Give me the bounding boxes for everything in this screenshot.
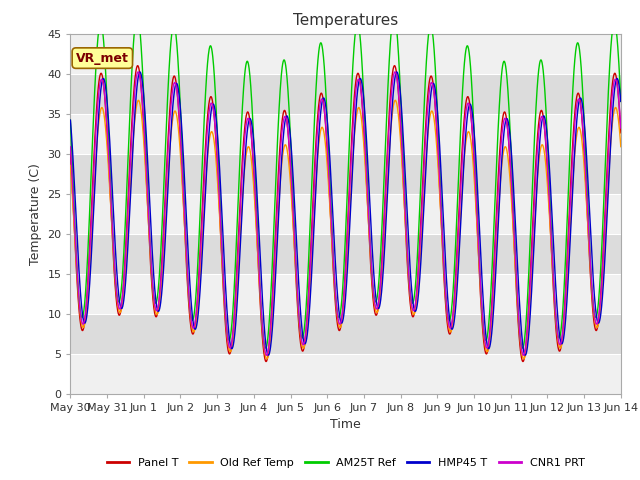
HMP45 T [601, 252, 609, 257]
CNR1 PRT [95, 93, 102, 98]
Old Ref Temp [335, 320, 342, 325]
CNR1 PRT [617, 125, 625, 131]
Line: Old Ref Temp: Old Ref Temp [70, 100, 621, 359]
Line: AM25T Ref: AM25T Ref [70, 15, 621, 348]
Bar [70, 354, 621, 394]
Old Ref Temp [500, 146, 508, 152]
Panel T [390, 63, 398, 69]
Panel T [320, 101, 328, 107]
CNR1 PRT [601, 216, 609, 222]
Bar [70, 313, 621, 354]
AM25T Ref [335, 314, 342, 320]
AM25T Ref [601, 166, 609, 171]
Panel T [500, 109, 508, 115]
Bar [70, 274, 621, 313]
AM25T Ref [95, 29, 102, 35]
HMP45 T [602, 246, 609, 252]
Old Ref Temp [617, 144, 625, 150]
CNR1 PRT [320, 103, 328, 108]
HMP45 T [617, 98, 625, 104]
AM25T Ref [602, 159, 609, 165]
Bar [70, 234, 621, 274]
Bar [70, 73, 621, 114]
CNR1 PRT [67, 144, 74, 150]
AM25T Ref [134, 12, 141, 18]
Old Ref Temp [520, 356, 527, 362]
CNR1 PRT [500, 117, 508, 123]
Panel T [617, 130, 625, 136]
CNR1 PRT [520, 352, 527, 358]
Y-axis label: Temperature (C): Temperature (C) [29, 163, 42, 264]
Line: HMP45 T: HMP45 T [70, 72, 621, 355]
AM25T Ref [67, 117, 74, 123]
Legend: Panel T, Old Ref Temp, AM25T Ref, HMP45 T, CNR1 PRT: Panel T, Old Ref Temp, AM25T Ref, HMP45 … [102, 453, 589, 472]
Line: Panel T: Panel T [70, 66, 621, 361]
Bar [70, 34, 621, 73]
Bar [70, 114, 621, 154]
HMP45 T [67, 117, 74, 123]
Title: Temperatures: Temperatures [293, 13, 398, 28]
CNR1 PRT [602, 211, 609, 216]
X-axis label: Time: Time [330, 418, 361, 431]
HMP45 T [95, 115, 102, 121]
Panel T [601, 207, 609, 213]
HMP45 T [335, 305, 342, 311]
Old Ref Temp [95, 122, 102, 128]
Panel T [262, 359, 270, 364]
AM25T Ref [617, 98, 625, 104]
Old Ref Temp [602, 231, 609, 237]
HMP45 T [264, 352, 272, 358]
Bar [70, 154, 621, 193]
CNR1 PRT [134, 69, 142, 75]
Panel T [95, 83, 102, 88]
Text: VR_met: VR_met [76, 51, 129, 65]
HMP45 T [136, 69, 144, 75]
CNR1 PRT [335, 317, 342, 323]
Panel T [67, 149, 74, 155]
AM25T Ref [320, 60, 328, 66]
AM25T Ref [500, 59, 508, 64]
AM25T Ref [262, 345, 269, 351]
Panel T [335, 326, 342, 332]
Old Ref Temp [67, 163, 74, 168]
Old Ref Temp [601, 236, 609, 241]
Old Ref Temp [320, 129, 328, 134]
Panel T [602, 202, 609, 207]
HMP45 T [320, 96, 328, 101]
HMP45 T [500, 126, 508, 132]
Old Ref Temp [134, 97, 142, 103]
Line: CNR1 PRT: CNR1 PRT [70, 72, 621, 355]
Bar [70, 193, 621, 234]
